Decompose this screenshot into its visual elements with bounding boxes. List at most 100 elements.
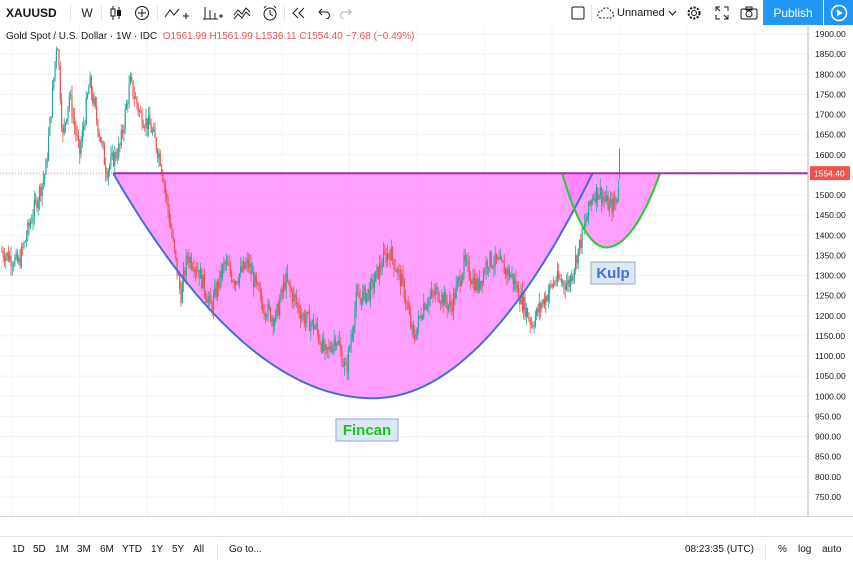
candle-body	[105, 164, 107, 174]
candle-body	[63, 124, 65, 133]
candles-icon[interactable]	[106, 3, 126, 23]
range-all[interactable]: All	[193, 544, 205, 555]
candle-body	[22, 247, 24, 249]
range-3m[interactable]: 3M	[77, 544, 91, 555]
candle-body	[112, 152, 115, 166]
add-indicator-icon[interactable]	[132, 3, 152, 23]
candle-body	[463, 255, 465, 274]
candle-body	[276, 304, 278, 311]
gear-icon[interactable]	[684, 3, 704, 23]
undo-icon[interactable]	[314, 3, 334, 23]
candle-body	[90, 76, 93, 94]
candle-body	[477, 278, 479, 291]
indicators-icon[interactable]	[200, 3, 226, 23]
candle-body	[425, 306, 427, 310]
candle-body	[3, 256, 6, 261]
candle-body	[471, 281, 473, 284]
legend-open: O1561.99	[162, 31, 207, 42]
candle-body	[286, 273, 289, 281]
alert-clock-icon[interactable]	[260, 3, 280, 23]
redo-icon[interactable]	[336, 3, 356, 23]
candle-body	[438, 300, 440, 303]
candle-body	[602, 197, 604, 203]
candle-body	[183, 270, 185, 283]
candle-body	[603, 197, 605, 199]
percent-toggle[interactable]: %	[778, 544, 787, 555]
camera-icon[interactable]	[739, 3, 759, 23]
candle-body	[93, 97, 95, 104]
templates-icon[interactable]	[232, 3, 252, 23]
expand-icon[interactable]	[712, 3, 732, 23]
candle-body	[567, 279, 569, 284]
candle-body	[430, 290, 433, 297]
candle-body	[14, 257, 16, 266]
cloud-icon[interactable]	[596, 3, 616, 23]
chevron-down-icon[interactable]	[666, 3, 678, 23]
play-icon[interactable]	[824, 0, 853, 25]
range-5d[interactable]: 5D	[33, 544, 46, 555]
candle-body	[576, 255, 578, 264]
candle-body	[232, 280, 234, 282]
candle-body	[238, 273, 241, 283]
candle-body	[507, 268, 509, 276]
clock-readout[interactable]: 08:23:35 (UTC)	[685, 544, 754, 555]
compare-icon[interactable]	[162, 3, 192, 23]
candle-body	[102, 141, 104, 146]
candle-body	[581, 228, 583, 248]
legend-change: −7.68 (−0.49%)	[345, 31, 415, 42]
candle-body	[207, 298, 209, 303]
candle-body	[107, 170, 109, 179]
price-chart[interactable]: Fincan Kulp 750.00 800.00 850.00 900.00 950.0…	[0, 26, 853, 517]
candle-body	[406, 302, 408, 304]
range-5y[interactable]: 5Y	[172, 544, 185, 555]
candle-body	[96, 105, 98, 121]
candle-body	[255, 274, 257, 283]
candle-body	[607, 195, 609, 211]
candle-body	[327, 347, 329, 350]
candle-body	[1, 251, 3, 253]
auto-toggle[interactable]: auto	[822, 544, 842, 555]
range-1d[interactable]: 1D	[12, 544, 25, 555]
candle-body	[490, 251, 492, 267]
replay-icon[interactable]	[289, 3, 309, 23]
candle-body	[132, 80, 134, 97]
y-tick-label: 1150.00	[815, 331, 845, 341]
candle-body	[334, 339, 337, 346]
candle-body	[429, 296, 431, 299]
candle-body	[337, 340, 339, 344]
log-toggle[interactable]: log	[798, 544, 812, 555]
range-ytd[interactable]: YTD	[122, 544, 142, 555]
candle-body	[2, 251, 4, 257]
range-6m[interactable]: 6M	[100, 544, 114, 555]
fullscreen-square-icon[interactable]	[568, 3, 588, 23]
candle-body	[98, 132, 100, 137]
symbol-search[interactable]: XAUUSD	[6, 6, 57, 20]
candle-body	[510, 275, 512, 278]
candle-body	[201, 269, 203, 289]
candle-body	[88, 87, 90, 95]
candle-body	[80, 142, 82, 155]
interval-button[interactable]: W	[81, 6, 93, 20]
layout-name[interactable]: Unnamed	[617, 7, 665, 19]
candle-body	[6, 252, 8, 256]
candle-body	[54, 61, 56, 78]
y-tick-label: 1750.00	[815, 89, 846, 99]
candle-body	[116, 157, 119, 159]
candle-body	[530, 324, 533, 326]
candle-body	[189, 256, 191, 263]
range-1m[interactable]: 1M	[55, 544, 69, 555]
candle-body	[146, 118, 148, 129]
bottom-divider	[765, 543, 766, 559]
candle-body	[354, 309, 356, 327]
candle-body	[311, 319, 313, 324]
candle-body	[120, 130, 122, 146]
candle-body	[115, 151, 117, 158]
candle-body	[234, 281, 237, 285]
candle-body	[62, 127, 64, 133]
go-to-date-button[interactable]: Go to...	[229, 544, 262, 555]
candle-body	[136, 97, 138, 105]
range-1y[interactable]: 1Y	[151, 544, 164, 555]
candle-body	[565, 283, 568, 290]
candle-body	[585, 221, 587, 223]
publish-button[interactable]: Publish	[763, 0, 823, 25]
